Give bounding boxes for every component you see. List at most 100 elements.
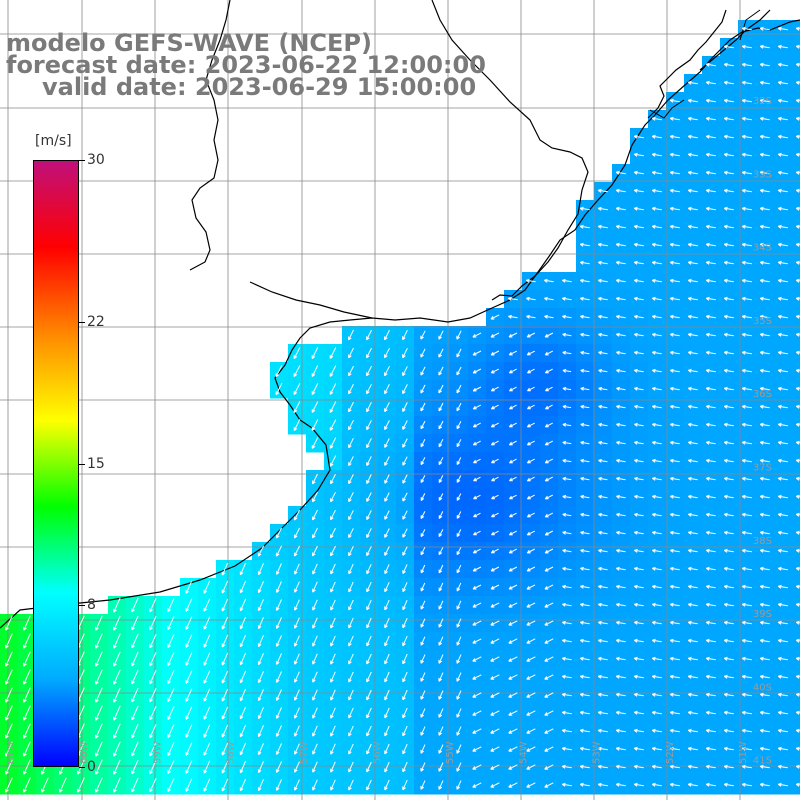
wind-arrow (652, 458, 662, 463)
colorbar-units: [m/s] (33, 133, 74, 149)
wind-arrow (669, 638, 680, 643)
wind-arrow (167, 724, 175, 738)
wind-arrow (167, 742, 175, 756)
wind-arrow (687, 188, 698, 193)
wind-arrow (651, 116, 662, 121)
wind-arrow (348, 401, 354, 413)
wind-arrow (473, 458, 481, 464)
wind-arrow (491, 494, 499, 500)
wind-arrow (330, 599, 336, 611)
wind-arrow (275, 545, 283, 557)
wind-arrow (472, 386, 482, 392)
wind-arrow (723, 314, 734, 319)
longitude-label: 59W (152, 741, 163, 764)
wind-arrow (687, 242, 698, 247)
wind-arrow (741, 296, 752, 301)
wind-arrow (526, 314, 536, 319)
wind-arrow (741, 242, 752, 247)
wind-arrow (348, 474, 354, 485)
colorbar-tick (79, 321, 85, 323)
wind-cell (792, 74, 800, 93)
wind-arrow (705, 386, 716, 391)
wind-cell (792, 398, 800, 417)
wind-arrow (777, 44, 788, 49)
wind-cell (792, 704, 800, 723)
wind-arrow (777, 584, 788, 589)
wind-arrow (759, 728, 770, 733)
wind-arrow (562, 584, 572, 589)
wind-arrow (777, 368, 788, 373)
wind-arrow (705, 188, 716, 193)
longitude-label: 51W (738, 741, 749, 764)
wind-arrow (257, 761, 264, 774)
wind-arrow (221, 742, 229, 756)
wind-arrow (777, 278, 788, 283)
wind-arrow (384, 528, 390, 538)
wind-arrow (651, 782, 662, 787)
wind-arrow (23, 759, 31, 775)
wind-arrow (723, 242, 734, 247)
wind-arrow (275, 689, 282, 701)
wind-arrow (420, 582, 426, 592)
wind-cell (792, 38, 800, 57)
wind-arrow (23, 723, 31, 739)
wind-arrow (456, 330, 462, 340)
wind-arrow (203, 706, 211, 720)
wind-arrow (348, 329, 354, 341)
wind-arrow (239, 598, 247, 612)
wind-arrow (795, 494, 800, 499)
wind-arrow (562, 548, 572, 553)
wind-arrow (438, 438, 444, 448)
wind-arrow (185, 724, 193, 738)
wind-arrow (777, 530, 788, 535)
wind-arrow (131, 705, 139, 721)
wind-arrow (651, 692, 662, 697)
wind-arrow (508, 782, 518, 788)
wind-arrow (598, 314, 608, 319)
wind-cell (792, 596, 800, 615)
wind-arrow (508, 314, 518, 319)
wind-arrow (293, 509, 301, 521)
wind-arrow (669, 152, 680, 157)
wind-arrow (221, 778, 229, 792)
wind-arrow (402, 456, 408, 466)
wind-arrow (651, 746, 662, 751)
wind-arrow (508, 368, 517, 374)
wind-arrow (687, 746, 698, 751)
wind-arrow (257, 599, 264, 612)
wind-arrow (759, 404, 770, 409)
wind-arrow (294, 581, 300, 593)
wind-arrow (311, 365, 319, 377)
wind-arrow (420, 402, 426, 412)
wind-arrow (490, 746, 500, 752)
wind-arrow (5, 669, 13, 685)
wind-arrow (312, 707, 318, 719)
wind-arrow (616, 548, 626, 553)
wind-arrow (687, 116, 698, 121)
wind-arrow (652, 620, 662, 625)
wind-arrow (777, 620, 788, 625)
wind-arrow (472, 422, 481, 428)
wind-arrow (329, 419, 337, 431)
wind-arrow (616, 440, 626, 445)
wind-arrow (348, 635, 354, 647)
wind-arrow (329, 383, 337, 395)
wind-arrow (580, 620, 590, 625)
longitude-label: 60W (79, 741, 90, 764)
wind-arrow (544, 476, 554, 482)
wind-arrow (113, 615, 121, 631)
wind-arrow (294, 635, 300, 647)
wind-arrow (615, 224, 626, 229)
wind-arrow (795, 674, 800, 679)
wind-cell (792, 668, 800, 687)
wind-arrow (203, 724, 211, 738)
wind-arrow (705, 764, 716, 769)
wind-arrow (723, 350, 734, 355)
wind-arrow (294, 689, 300, 701)
longitude-label: 58W (226, 741, 237, 764)
wind-arrow (294, 725, 300, 737)
wind-arrow (384, 599, 390, 611)
wind-arrow (185, 760, 193, 774)
wind-arrow (580, 458, 590, 463)
